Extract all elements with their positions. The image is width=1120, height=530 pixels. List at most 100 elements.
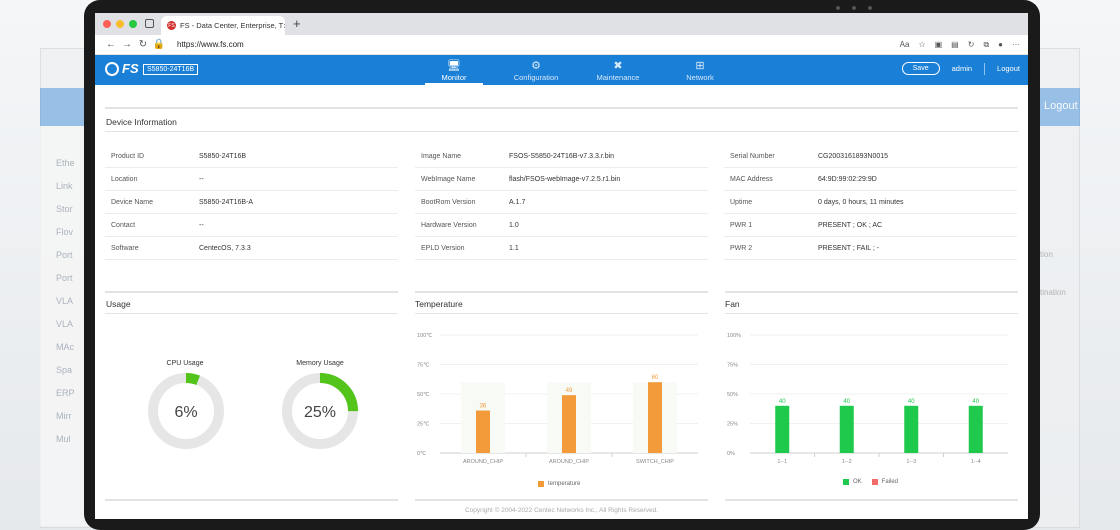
favicon-icon: FS: [167, 21, 176, 30]
info-value: --: [199, 175, 204, 183]
y-tick-label: 100%: [727, 333, 741, 339]
info-value: CentecOS, 7.3.3: [199, 244, 251, 252]
tab-close-icon[interactable]: ×: [283, 21, 285, 31]
temperature-value-label: 49: [566, 388, 573, 394]
sidebar-toggle-icon[interactable]: [145, 19, 154, 28]
row-divider: [724, 190, 1017, 191]
reload-icon[interactable]: ↻: [138, 39, 148, 50]
divider: [725, 291, 1018, 293]
camera-dot: [852, 6, 856, 10]
maximize-window-button[interactable]: [129, 20, 137, 28]
temperature-bar[interactable]: [648, 382, 662, 453]
minimize-window-button[interactable]: [116, 20, 124, 28]
cpu-usage-arc: [148, 373, 224, 449]
browser-toolbar-icons: Aa ☆ ▣ ▤ ↻ ⧉ ● ···: [900, 40, 1020, 50]
background-right-text: tination: [1040, 288, 1066, 297]
row-divider: [415, 167, 708, 168]
temperature-chart: 100℃ 75℃ 50℃ 25℃ 0℃ 36 AROUND_CHIP 49 AROUND_CHI…: [417, 333, 698, 465]
fs-logo: FS: [105, 61, 139, 76]
info-value: CG2003161893N0015: [818, 152, 889, 160]
forward-icon[interactable]: →: [122, 39, 132, 50]
fan-bar[interactable]: [904, 405, 919, 453]
temperature-value-label: 60: [652, 375, 659, 381]
temperature-bar[interactable]: [476, 410, 490, 453]
info-value: flash/FSOS-webImage-v7.2.5.r1.bin: [509, 175, 621, 183]
x-tick-label: SWITCH_CHIP: [636, 459, 674, 465]
y-tick-label: 50%: [727, 392, 738, 398]
row-divider: [415, 259, 708, 260]
info-label: Uptime: [730, 198, 753, 206]
extension-icon[interactable]: ▣: [934, 39, 943, 49]
info-label: Product ID: [111, 152, 145, 160]
extension-icon[interactable]: ▤: [951, 39, 959, 49]
background-sidebar-item: VLA: [56, 296, 74, 306]
background-sidebar-item: Spa: [56, 365, 73, 375]
back-icon[interactable]: ←: [106, 39, 116, 50]
info-row: WebImage Name flash/FSOS-webImage-v7.2.5.…: [421, 168, 620, 190]
logout-link[interactable]: Logout: [997, 64, 1020, 73]
background-sidebar-item: MAc: [56, 342, 74, 352]
favorite-icon[interactable]: ☆: [918, 39, 926, 49]
y-tick-label: 0℃: [417, 451, 427, 457]
info-row: Contact --: [111, 214, 204, 236]
memory-usage-value: 25%: [304, 404, 336, 421]
legend-label-failed: Failed: [881, 479, 899, 485]
info-row: Product ID S5850-24T16B: [111, 145, 246, 167]
info-value: PRESENT ; FAIL ; -: [818, 244, 880, 252]
info-label: Hardware Version: [421, 221, 477, 229]
x-tick-label: 1--1: [777, 459, 787, 465]
info-label: Contact: [111, 221, 136, 229]
background-sidebar-item: Port: [56, 250, 73, 260]
device-info-title: Device Information: [106, 117, 177, 127]
background-sidebar-item: Port: [56, 273, 73, 283]
menu-network[interactable]: ⊞ Network: [659, 58, 741, 85]
profile-icon[interactable]: ●: [998, 39, 1003, 49]
info-label: EPLD Version: [421, 244, 465, 252]
x-tick-label: 1--2: [842, 459, 852, 465]
info-label: Software: [111, 244, 139, 252]
user-name[interactable]: admin: [951, 64, 973, 73]
address-bar: ← → ↻ 🔒 https://www.fs.com Aa ☆ ▣ ▤ ↻ ⧉ …: [95, 35, 1028, 55]
lock-icon: 🔒: [152, 39, 166, 50]
divider: [984, 62, 986, 75]
row-divider: [724, 259, 1017, 260]
menu-maintenance[interactable]: ✖ Maintenance: [577, 58, 659, 85]
info-label: Image Name: [421, 152, 462, 160]
read-aloud-icon[interactable]: Aa: [899, 39, 910, 49]
more-icon[interactable]: ···: [1012, 39, 1020, 49]
background-logout: Logout: [1044, 100, 1078, 112]
divider: [105, 131, 1018, 132]
background-sidebar-item: Mirr: [56, 411, 72, 421]
fan-bar[interactable]: [775, 405, 790, 453]
x-tick-label: AROUND_CHIP: [549, 459, 589, 465]
close-window-button[interactable]: [103, 20, 111, 28]
fan-bar[interactable]: [839, 405, 854, 453]
new-tab-icon[interactable]: +: [293, 16, 301, 31]
divider: [105, 291, 398, 293]
fan-value-label: 40: [972, 399, 979, 405]
menu-monitor[interactable]: 🖥 Monitor: [413, 58, 495, 85]
row-divider: [105, 190, 398, 191]
main-menu: 🖥 Monitor ⚙ Configuration ✖ Maintenance ⊞ Ne…: [413, 58, 741, 85]
fan-legend: OK Failed: [843, 479, 898, 485]
temperature-value-label: 36: [480, 404, 487, 410]
divider: [725, 313, 1018, 314]
info-label: Device Name: [111, 198, 154, 206]
legend-label-temperature: temperature: [548, 481, 581, 487]
refresh-icon[interactable]: ↻: [967, 39, 975, 49]
browser-tab[interactable]: FS FS - Data Center, Enterprise, T ×: [161, 16, 285, 35]
info-value: 0 days, 0 hours, 11 minutes: [818, 198, 904, 206]
temperature-legend: temperature: [538, 481, 580, 487]
tab-title: FS - Data Center, Enterprise, T: [180, 21, 284, 30]
temperature-bar[interactable]: [562, 395, 576, 453]
save-button[interactable]: Save: [901, 62, 940, 75]
fan-bar[interactable]: [968, 405, 983, 453]
menu-configuration[interactable]: ⚙ Configuration: [495, 58, 577, 85]
info-row: Location --: [111, 168, 204, 190]
camera-dot: [868, 6, 872, 10]
fan-title: Fan: [725, 299, 740, 309]
url-field[interactable]: https://www.fs.com: [177, 40, 244, 49]
info-label: Serial Number: [730, 152, 775, 160]
legend-label-ok: OK: [853, 479, 862, 485]
collections-icon[interactable]: ⧉: [983, 39, 990, 49]
